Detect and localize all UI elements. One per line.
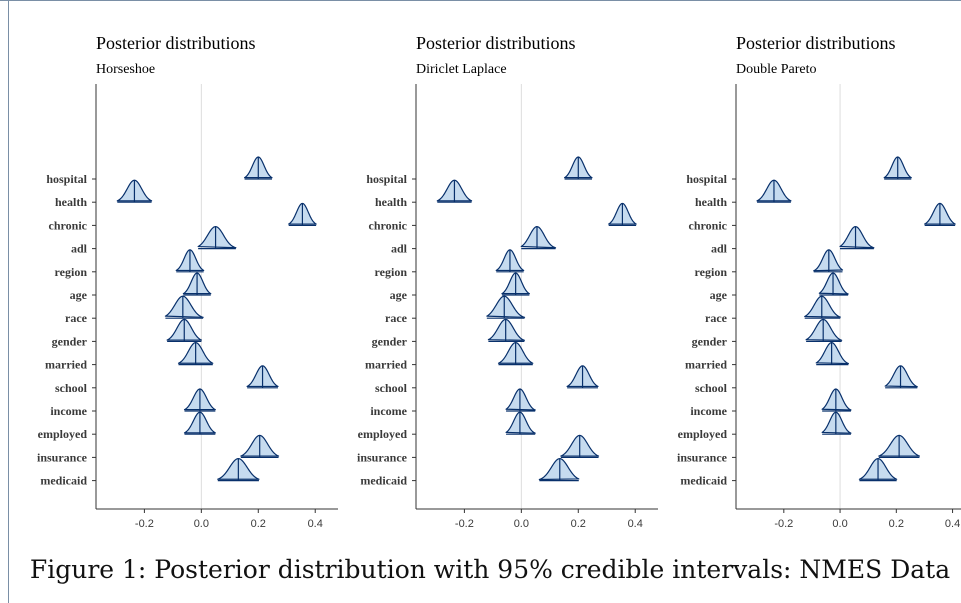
y-tick-label-income: income: [50, 404, 87, 418]
density-race: [486, 295, 526, 318]
y-tick-label-chronic: chronic: [49, 218, 88, 232]
y-tick-label-chronic: chronic: [689, 218, 728, 232]
density-race: [804, 295, 841, 318]
y-tick-label-chronic: chronic: [369, 218, 408, 232]
y-tick-label-school: school: [55, 381, 88, 395]
density-employed: [505, 411, 536, 434]
y-tick-label-race: race: [65, 311, 88, 325]
y-tick-label-region: region: [695, 265, 728, 279]
y-tick-label-adl: adl: [71, 242, 88, 256]
density-gender: [487, 318, 525, 341]
panel-subtitle: Diriclet Laplace: [416, 62, 507, 77]
y-tick-label-hospital: hospital: [686, 172, 727, 186]
y-tick-label-medicaid: medicaid: [360, 474, 407, 488]
y-tick-label-race: race: [705, 311, 728, 325]
x-tick-label: -0.2: [135, 518, 154, 530]
y-tick-label-region: region: [55, 265, 88, 279]
y-tick-label-medicaid: medicaid: [680, 474, 727, 488]
x-tick-label: 0.2: [889, 518, 904, 530]
y-tick-label-income: income: [690, 404, 727, 418]
figure-caption: Figure 1: Posterior distribution with 95…: [29, 555, 951, 584]
y-tick-label-gender: gender: [692, 334, 728, 348]
panel-double-pareto: Posterior distributions Double Pareto -0.2…: [677, 33, 961, 530]
y-tick-label-insurance: insurance: [37, 450, 88, 464]
x-tick-label: -0.2: [774, 518, 793, 530]
panel-title: Posterior distributions: [736, 33, 896, 53]
x-tick-label: 0.4: [945, 518, 960, 530]
x-tick-label: 0.0: [514, 518, 529, 530]
y-tick-label-adl: adl: [711, 242, 728, 256]
window-top-border: [0, 0, 961, 1]
window-left-border: [8, 0, 9, 603]
density-income: [821, 388, 852, 411]
density-employed: [821, 411, 852, 434]
density-medicaid: [538, 458, 580, 481]
y-tick-label-married: married: [45, 358, 87, 372]
x-tick-label: 0.2: [571, 518, 586, 530]
y-tick-label-age: age: [710, 288, 728, 302]
y-tick-label-income: income: [370, 404, 407, 418]
y-tick-label-age: age: [390, 288, 408, 302]
y-tick-label-married: married: [365, 358, 407, 372]
density-age: [818, 272, 849, 295]
y-tick-label-employed: employed: [358, 427, 408, 441]
x-tick-label: 0.0: [832, 518, 847, 530]
density-region: [813, 249, 844, 272]
y-tick-label-school: school: [695, 381, 728, 395]
panel-dirichlet-laplace: Posterior distributions Diriclet Laplace -…: [357, 33, 658, 530]
x-tick-label: 0.2: [251, 518, 266, 530]
y-tick-label-medicaid: medicaid: [40, 474, 87, 488]
y-tick-label-school: school: [375, 381, 408, 395]
panel-horseshoe: Posterior distributions Horseshoe -0.2 0.0 0…: [37, 33, 338, 530]
y-tick-label-health: health: [375, 195, 407, 209]
y-tick-label-employed: employed: [38, 427, 88, 441]
y-tick-label-age: age: [70, 288, 88, 302]
density-gender: [805, 318, 843, 341]
density-school: [884, 365, 918, 388]
y-tick-label-hospital: hospital: [366, 172, 407, 186]
y-tick-label-insurance: insurance: [357, 450, 408, 464]
y-tick-label-health: health: [695, 195, 727, 209]
density-adl: [197, 226, 237, 249]
x-tick-label: 0.4: [308, 518, 323, 530]
y-tick-label-race: race: [385, 311, 408, 325]
density-married: [815, 342, 850, 365]
panel-title: Posterior distributions: [96, 33, 256, 53]
panel-subtitle: Horseshoe: [96, 62, 155, 77]
y-tick-label-gender: gender: [52, 334, 88, 348]
density-race: [164, 295, 204, 318]
density-income: [505, 388, 536, 411]
y-tick-label-adl: adl: [391, 242, 408, 256]
y-tick-label-gender: gender: [372, 334, 408, 348]
y-tick-label-insurance: insurance: [677, 450, 728, 464]
panel-subtitle: Double Pareto: [736, 62, 816, 77]
y-tick-label-married: married: [685, 358, 727, 372]
y-tick-label-employed: employed: [678, 427, 728, 441]
y-tick-label-region: region: [375, 265, 408, 279]
y-tick-label-health: health: [55, 195, 87, 209]
x-tick-label: 0.0: [194, 518, 209, 530]
x-tick-label: 0.4: [628, 518, 643, 530]
density-adl: [839, 226, 875, 249]
density-adl: [520, 226, 557, 249]
y-tick-label-hospital: hospital: [46, 172, 87, 186]
x-tick-label: -0.2: [455, 518, 474, 530]
panel-title: Posterior distributions: [416, 33, 576, 53]
